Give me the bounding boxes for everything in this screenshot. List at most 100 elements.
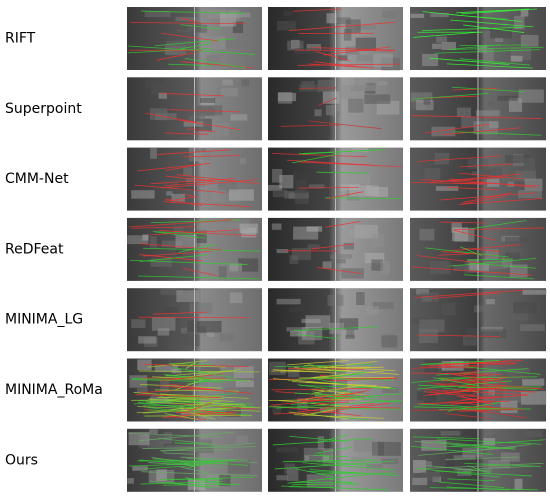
texture [241, 79, 249, 86]
match-panel [268, 77, 403, 140]
texture [309, 456, 322, 461]
texture [410, 14, 424, 18]
match-panel [127, 218, 262, 281]
texture [524, 158, 535, 171]
texture [183, 167, 192, 176]
texture [432, 44, 441, 49]
texture [511, 56, 523, 62]
texture [166, 191, 172, 195]
texture [412, 478, 427, 485]
texture [345, 335, 354, 339]
texture [522, 290, 546, 295]
row-label: Ours [5, 452, 38, 468]
texture [212, 123, 230, 137]
texture [354, 439, 374, 452]
texture [424, 168, 440, 180]
texture [486, 90, 497, 101]
match-panel [127, 7, 262, 70]
texture [269, 362, 286, 375]
match-panel [410, 429, 546, 492]
texture [236, 436, 248, 444]
texture [446, 461, 455, 466]
texture [286, 327, 308, 331]
match-panel [268, 218, 403, 281]
texture [422, 54, 438, 66]
texture [284, 11, 292, 16]
texture [240, 224, 258, 234]
texture [276, 475, 287, 480]
texture [196, 107, 215, 117]
texture [515, 479, 523, 490]
texture [497, 96, 517, 101]
texture [229, 189, 254, 200]
row-label: Superpoint [5, 101, 82, 117]
texture [520, 324, 544, 331]
match-panel [410, 148, 546, 211]
texture [525, 179, 543, 191]
texture [150, 108, 168, 120]
texture [180, 334, 200, 346]
texture [131, 190, 154, 198]
texture [521, 10, 529, 17]
texture [380, 261, 390, 275]
texture [219, 266, 227, 277]
texture [163, 307, 178, 313]
texture [372, 233, 384, 247]
texture [378, 442, 401, 456]
texture [305, 315, 330, 328]
texture [323, 261, 332, 268]
texture [127, 478, 134, 484]
texture [357, 55, 373, 61]
texture [501, 401, 518, 413]
texture [285, 463, 295, 474]
texture [234, 366, 254, 378]
texture [522, 379, 544, 386]
texture [364, 94, 390, 103]
match-panel [410, 77, 546, 140]
texture [289, 255, 298, 264]
texture [488, 101, 494, 106]
texture [523, 431, 542, 437]
row-label: MINIMA_RoMa [5, 382, 103, 398]
texture [493, 434, 515, 440]
texture [236, 381, 254, 388]
match-panel [268, 288, 403, 351]
match-panel [410, 7, 546, 70]
texture [188, 153, 194, 165]
texture [414, 461, 432, 467]
texture [129, 375, 147, 387]
texture [198, 151, 211, 160]
match-line [293, 482, 353, 483]
texture [349, 230, 369, 238]
texture [373, 53, 393, 67]
texture [131, 319, 145, 328]
texture [430, 261, 450, 274]
texture [295, 190, 309, 204]
texture [382, 335, 398, 347]
texture [441, 431, 461, 436]
texture [476, 110, 500, 116]
texture [175, 17, 199, 22]
texture [323, 91, 339, 103]
texture [382, 11, 396, 18]
texture [226, 39, 245, 48]
texture [277, 299, 301, 304]
texture [424, 98, 431, 105]
match-panel [127, 288, 262, 351]
texture [330, 254, 352, 259]
match-line [302, 400, 355, 401]
texture [277, 21, 296, 31]
match-panel [127, 429, 262, 492]
texture [149, 429, 158, 434]
texture [197, 321, 222, 333]
texture [465, 36, 474, 43]
row-label: RIFT [5, 31, 36, 47]
match-panel [410, 218, 546, 281]
texture [351, 85, 375, 91]
texture [273, 404, 282, 413]
match-panel [268, 429, 403, 492]
texture [352, 174, 371, 185]
texture [294, 48, 319, 54]
texture [294, 171, 320, 181]
